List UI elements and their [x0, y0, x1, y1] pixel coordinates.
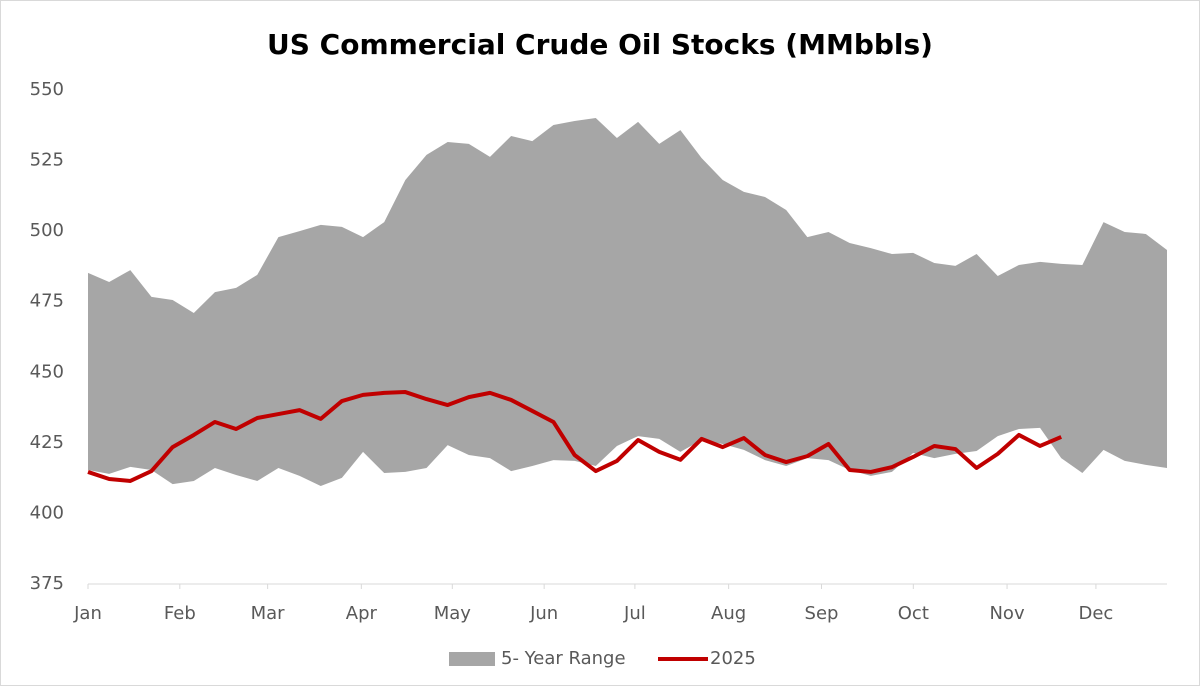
range-area: [88, 117, 1167, 487]
x-tick-label: Aug: [711, 603, 746, 624]
x-tick-label: Mar: [251, 603, 286, 624]
y-tick-label: 450: [30, 361, 64, 382]
y-tick-label: 525: [30, 150, 64, 171]
legend-swatch: [449, 652, 495, 666]
x-tick-label: Feb: [164, 603, 196, 624]
x-tick-label: Jan: [73, 603, 102, 624]
x-tick-label: Jun: [529, 603, 558, 624]
x-tick-label: Sep: [805, 603, 839, 624]
series-line: [87, 390, 1063, 483]
legend-label: 2025: [710, 648, 756, 669]
x-tick-label: Jul: [623, 603, 646, 624]
y-tick-label: 550: [30, 79, 64, 100]
y-tick-label: 475: [30, 291, 64, 312]
y-tick-label: 425: [30, 432, 64, 453]
x-tick-label: Nov: [989, 603, 1024, 624]
x-tick-label: Dec: [1078, 603, 1113, 624]
y-tick-label: 375: [30, 573, 64, 594]
y-tick-label: 400: [30, 502, 64, 523]
chart-title: US Commercial Crude Oil Stocks (MMbbls): [267, 28, 933, 61]
x-tick-label: Oct: [898, 603, 929, 624]
x-tick-label: Apr: [346, 603, 378, 624]
legend-label: 5- Year Range: [501, 648, 626, 669]
x-tick-label: May: [434, 603, 472, 624]
y-tick-label: 500: [30, 220, 64, 241]
